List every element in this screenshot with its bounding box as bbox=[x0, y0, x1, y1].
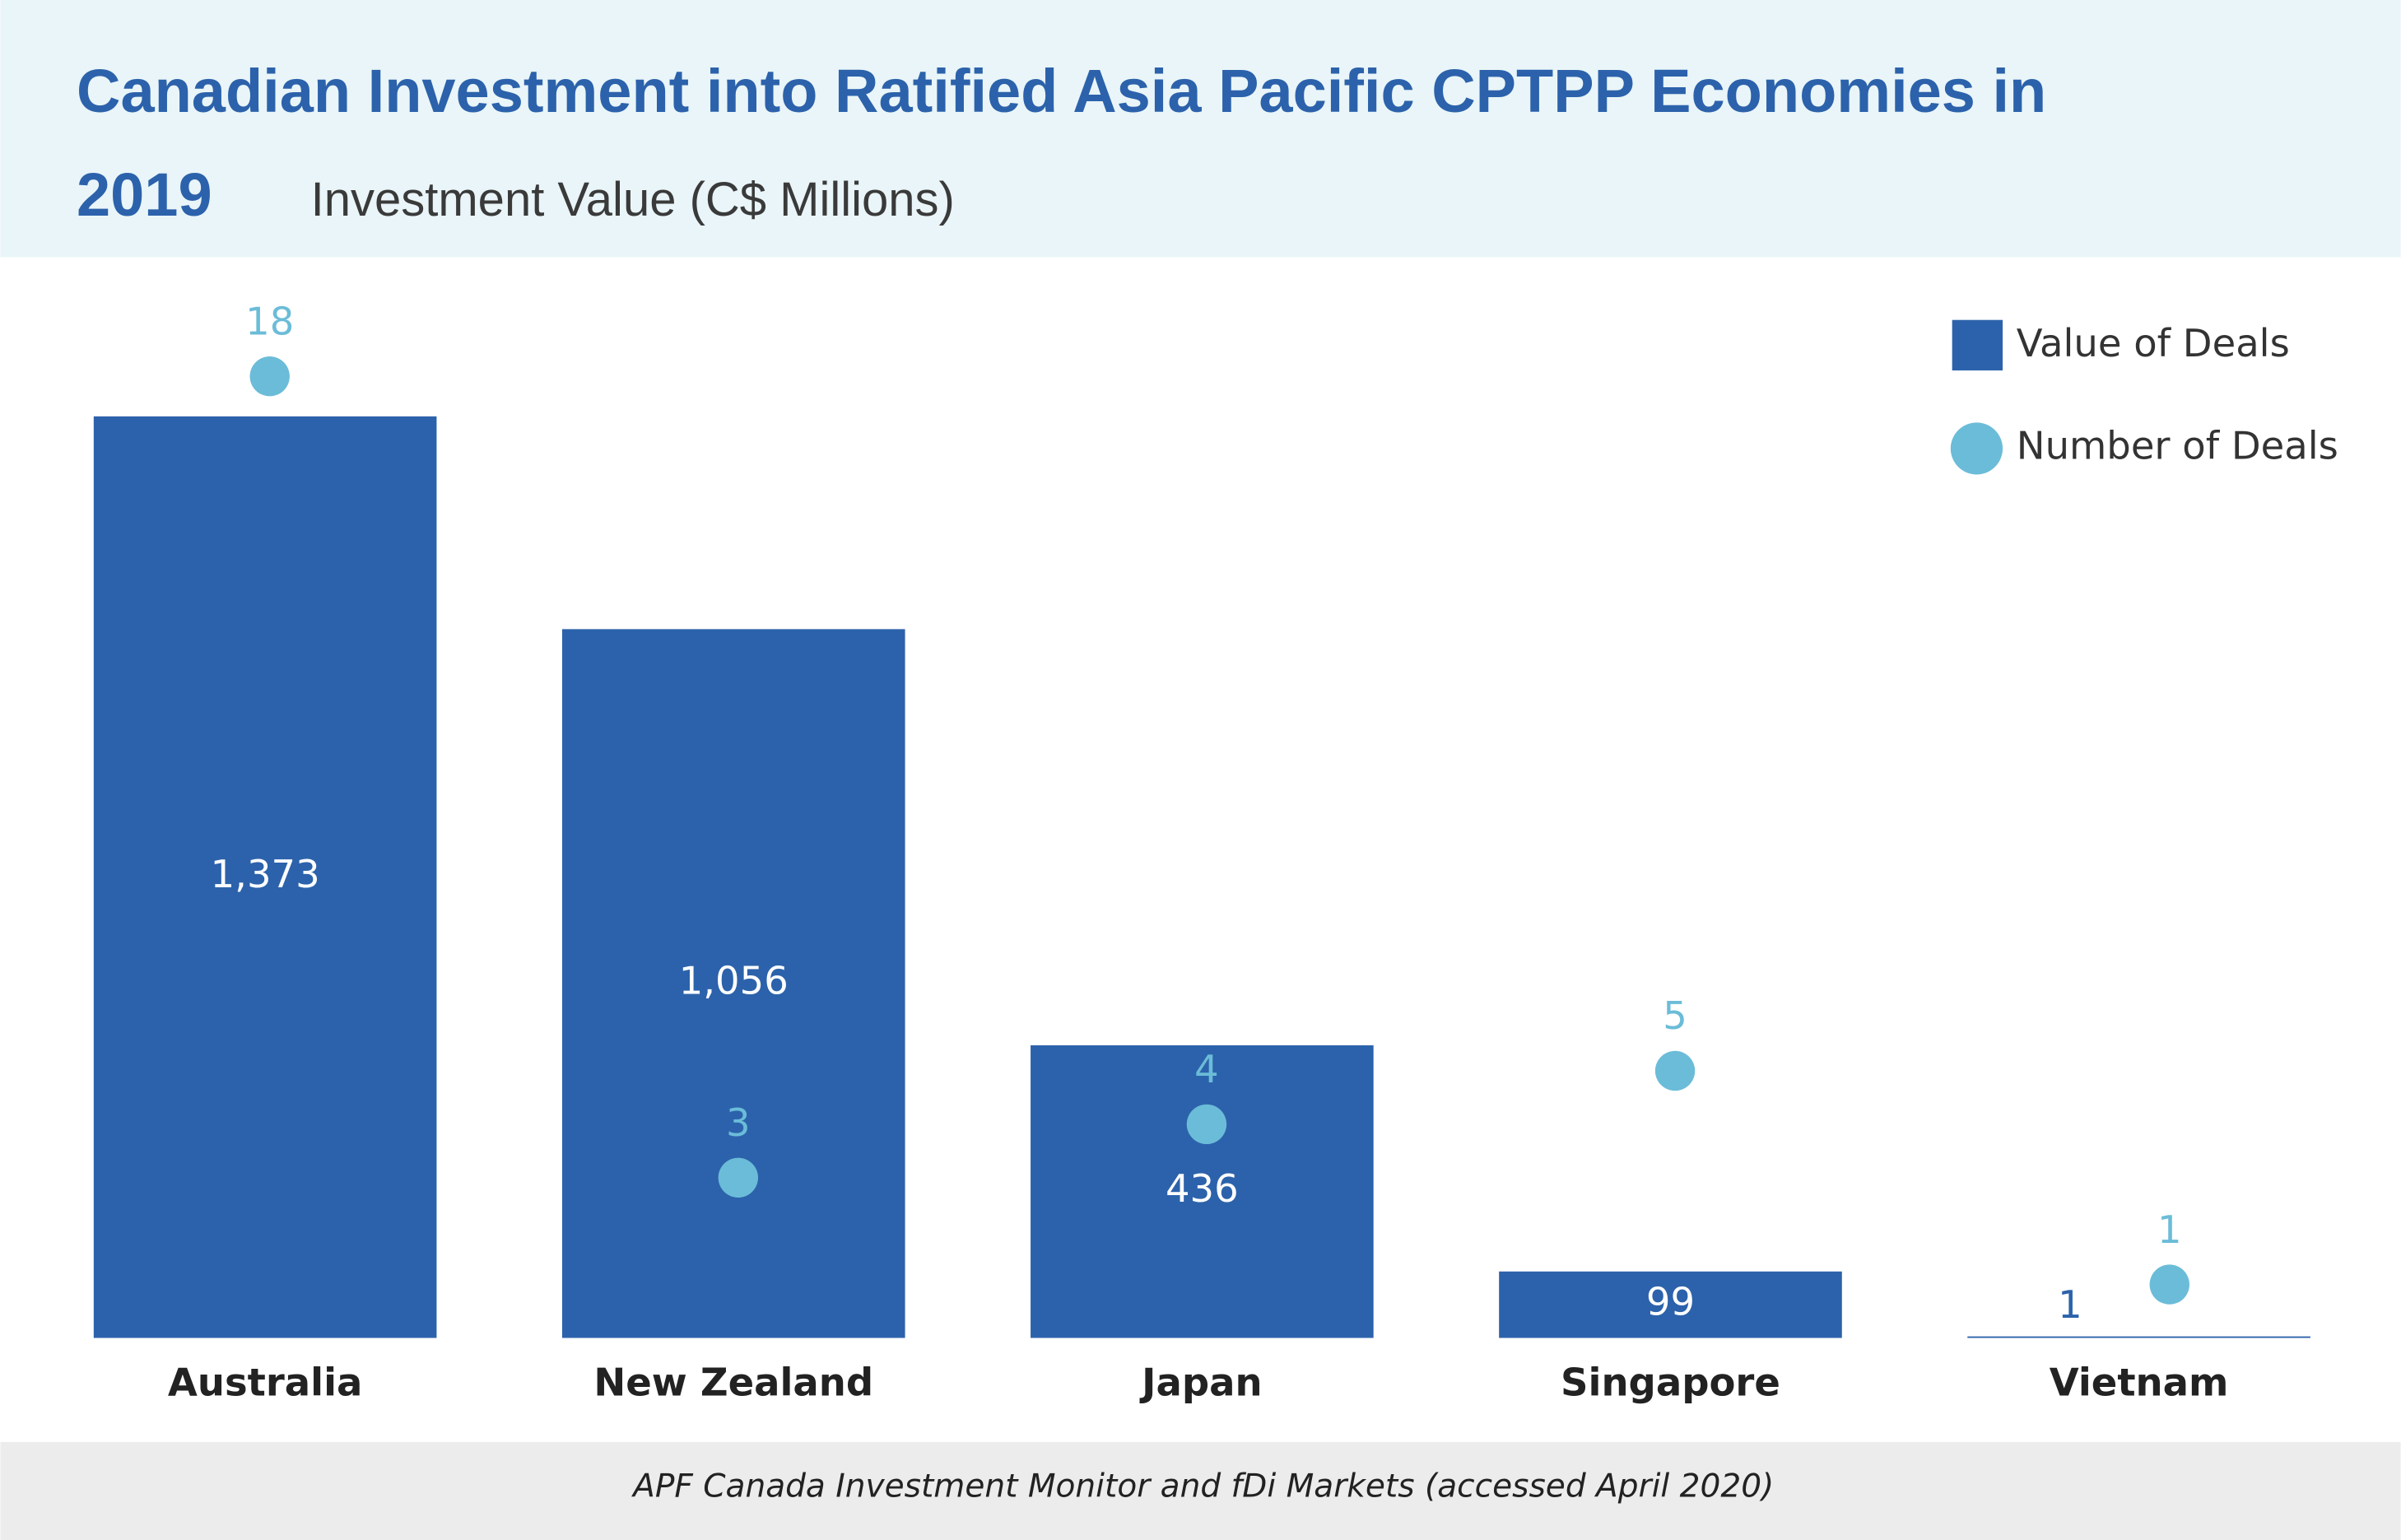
bar bbox=[1967, 1336, 2310, 1338]
x-tick-label: New Zealand bbox=[593, 1361, 873, 1405]
x-tick-label: Australia bbox=[168, 1361, 363, 1405]
deal-count-dot bbox=[718, 1157, 759, 1198]
dot-label: 4 bbox=[1194, 1047, 1219, 1091]
x-tick-label: Vietnam bbox=[2050, 1361, 2229, 1405]
header: Canadian Investment into Ratified Asia P… bbox=[77, 48, 2299, 255]
dot-label: 3 bbox=[726, 1100, 751, 1145]
legend-label: Value of Deals bbox=[2017, 321, 2290, 365]
deal-count-dot bbox=[1186, 1104, 1227, 1145]
dot-label: 1 bbox=[2157, 1207, 2182, 1252]
dot-label: 5 bbox=[1663, 993, 1687, 1038]
dot-label: 18 bbox=[245, 299, 294, 343]
source: APF Canada Investment Monitor and fDi Ma… bbox=[630, 1468, 1774, 1505]
chart-subtitle: Investment Value (C$ Millions) bbox=[310, 173, 955, 226]
chart-title: Canadian Investment into Ratified Asia P… bbox=[77, 57, 2047, 229]
value-label: 1,373 bbox=[211, 852, 320, 896]
deal-count-dot bbox=[1654, 1050, 1696, 1091]
bar bbox=[561, 629, 905, 1338]
deal-count-dot bbox=[2149, 1264, 2189, 1305]
bar bbox=[1499, 1271, 1842, 1338]
header-band bbox=[0, 0, 2401, 258]
legend-swatch bbox=[1952, 319, 2003, 371]
value-label: 1,056 bbox=[679, 958, 789, 1003]
x-tick-label: Singapore bbox=[1561, 1361, 1780, 1405]
value-label: 99 bbox=[1646, 1280, 1695, 1324]
deal-count-dot bbox=[249, 356, 290, 397]
legend-swatch bbox=[1950, 422, 2003, 475]
value-label: 1 bbox=[2058, 1282, 2082, 1327]
bar bbox=[1031, 1045, 1374, 1338]
value-label: 436 bbox=[1166, 1166, 1239, 1211]
legend-label: Number of Deals bbox=[2017, 423, 2338, 468]
x-tick-label: Japan bbox=[1139, 1361, 1262, 1405]
bar bbox=[93, 416, 437, 1338]
footer-band bbox=[0, 1441, 2401, 1540]
